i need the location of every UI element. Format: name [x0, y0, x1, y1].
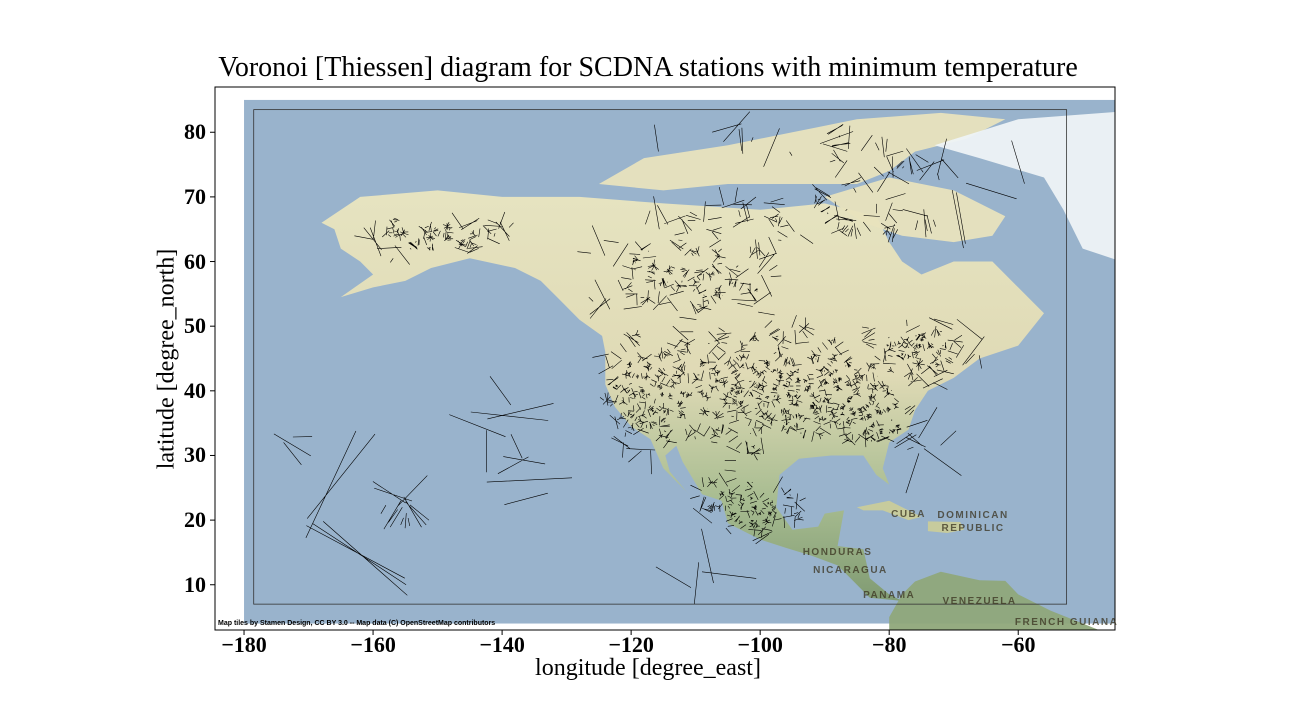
- place-label: NICARAGUA: [813, 565, 888, 577]
- x-tick-label: −140: [479, 632, 525, 657]
- greenland-ice: [934, 112, 1115, 260]
- x-tick-label: −120: [608, 632, 654, 657]
- land-basemap: [321, 112, 1115, 630]
- x-tick-label: −180: [221, 632, 267, 657]
- y-tick-label: 80: [184, 119, 206, 145]
- y-tick-label: 70: [184, 183, 206, 209]
- north-america-landmass: [321, 190, 1044, 601]
- axis-ticks: [210, 131, 1019, 635]
- place-label: HONDURAS: [802, 547, 873, 559]
- voronoi-extent-frame: [253, 109, 1068, 605]
- place-label: DOMINICAN: [937, 510, 1009, 522]
- place-label: VENEZUELA: [942, 595, 1017, 607]
- x-tick-label: −60: [1000, 632, 1036, 657]
- x-tick-label: −100: [737, 632, 783, 657]
- chart-title: Voronoi [Thiessen] diagram for SCDNA sta…: [218, 52, 1078, 83]
- place-label: FRENCH GUIANA: [1014, 616, 1119, 628]
- x-axis-label: longitude [degree_east]: [535, 655, 761, 681]
- axes-frame: [214, 86, 1116, 631]
- place-label: CUBA: [891, 508, 926, 520]
- hispaniola-island: [927, 521, 964, 533]
- south-america-landmass: [889, 571, 1099, 630]
- y-tick-label: 30: [184, 442, 206, 468]
- y-tick-label: 40: [184, 377, 206, 403]
- y-tick-label: 60: [184, 248, 206, 274]
- voronoi-cells: [273, 111, 1025, 605]
- voronoi-cell-edges: [273, 111, 1025, 605]
- y-axis-label: latitude [degree_north]: [153, 248, 180, 470]
- y-tick-label: 10: [184, 571, 206, 597]
- baffin-island: [824, 177, 1006, 243]
- place-label: REPUBLIC: [941, 523, 1005, 535]
- arctic-archipelago: [598, 112, 1006, 191]
- x-tick-label: −160: [350, 632, 396, 657]
- y-tick-label: 50: [184, 313, 206, 339]
- x-tick-label: −80: [871, 632, 907, 657]
- cuba-island: [856, 500, 922, 521]
- place-label: PANAMA: [863, 589, 916, 601]
- y-tick-label: 20: [184, 507, 206, 533]
- map-attribution: Map tiles by Stamen Design, CC BY 3.0 --…: [218, 620, 496, 627]
